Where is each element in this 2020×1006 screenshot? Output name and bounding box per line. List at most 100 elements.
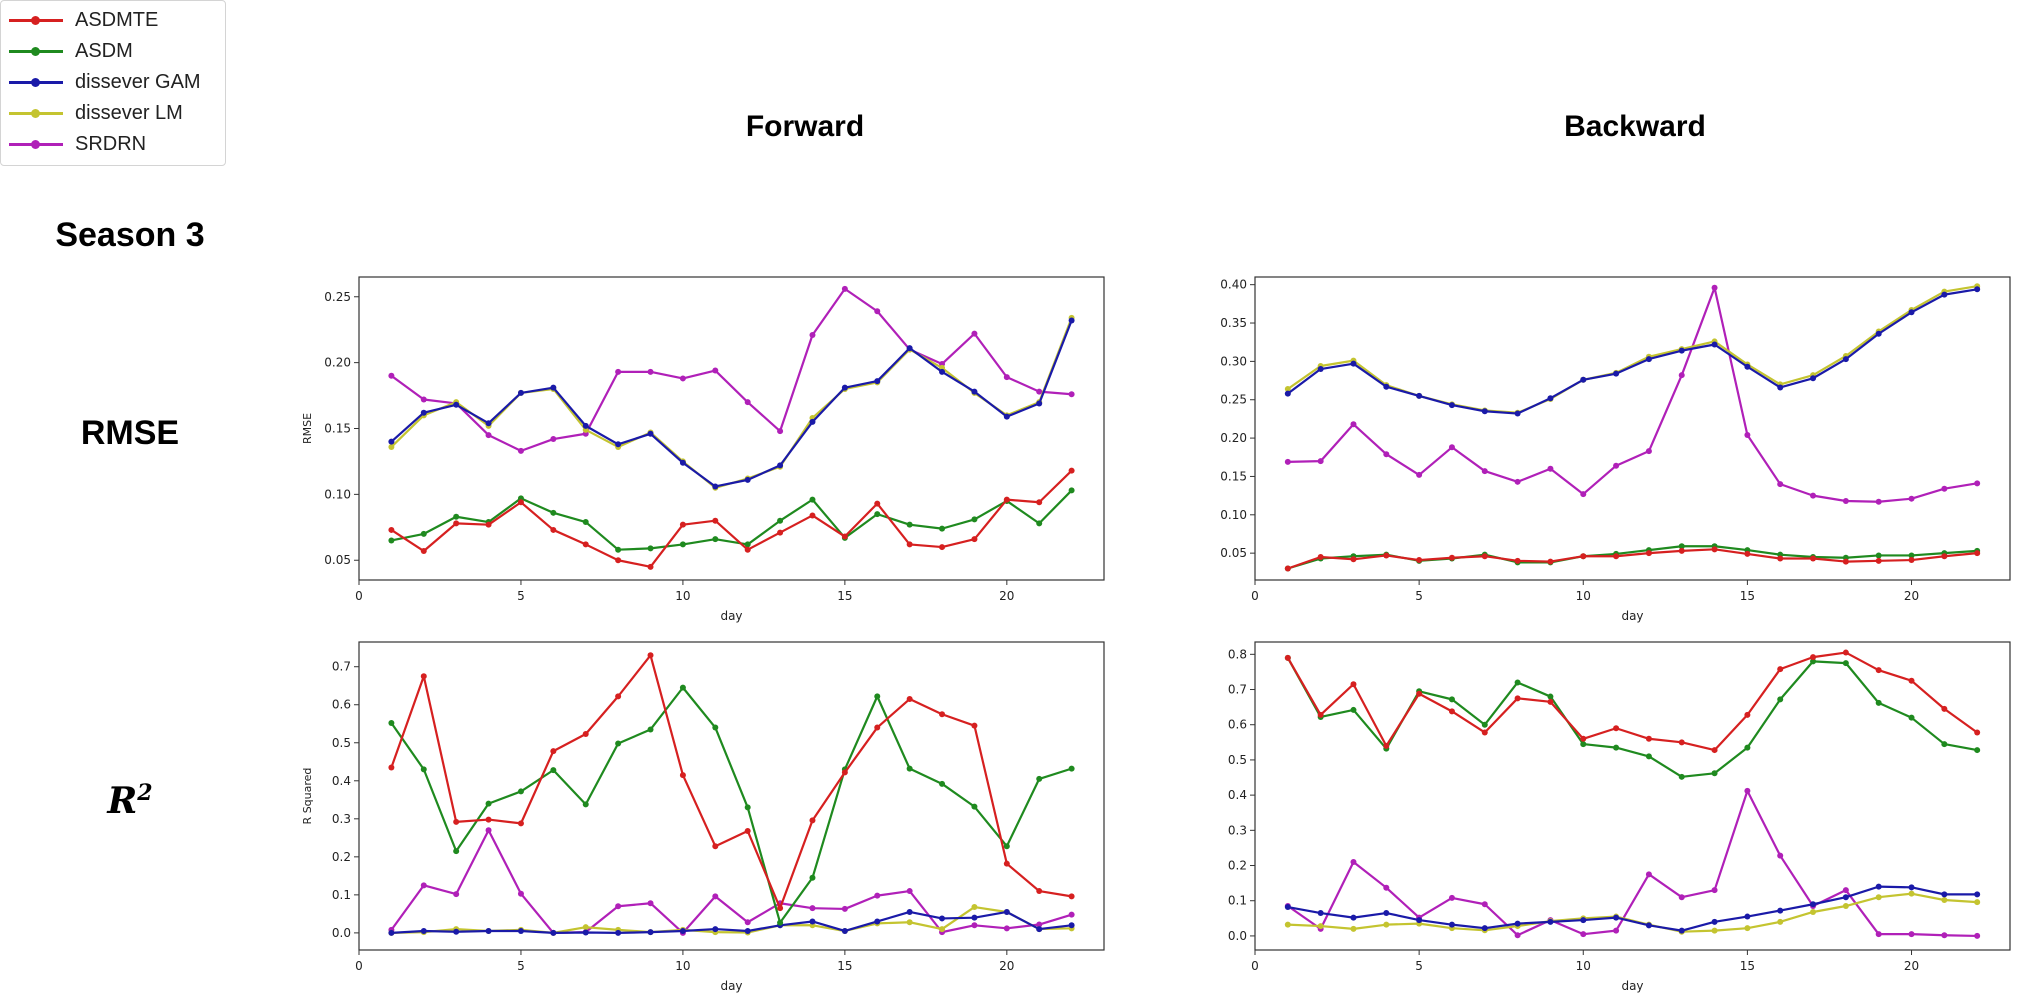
series-dissever-gam-point (485, 420, 492, 427)
row-header-r-squared: R2 (0, 780, 260, 822)
series-dissever-gam-point (453, 928, 460, 935)
y-tick-label: 0.10 (324, 487, 351, 501)
plot-frame (1254, 276, 2011, 581)
series-dissever-gam-point (485, 927, 492, 934)
series-srdrn-point (1003, 925, 1010, 932)
series-srdrn-point (1744, 787, 1751, 794)
series-asdmte-point (485, 521, 492, 528)
series-asdmte-point (1350, 556, 1357, 563)
series-dissever-gam-point (1711, 918, 1718, 925)
series-asdmte-point (939, 711, 946, 718)
series-asdmte-point (777, 529, 784, 536)
series-dissever-gam-point (582, 422, 589, 429)
legend-marker (31, 78, 40, 87)
series-dissever-gam-point (1547, 918, 1554, 925)
series-asdmte-point (420, 673, 427, 680)
series-srdrn-point (744, 919, 751, 926)
series-srdrn-point (874, 308, 881, 315)
series-asdmte-point (971, 536, 978, 543)
series-srdrn-point (1481, 901, 1488, 908)
series-srdrn-point (1678, 894, 1685, 901)
x-tick-label: 20 (1904, 959, 1919, 973)
series-dissever-gam-point (874, 378, 881, 385)
series-asdmte-point (1350, 681, 1357, 688)
x-tick-label: 15 (837, 959, 852, 973)
x-axis-label: day (1621, 609, 1643, 623)
series-srdrn-line (1287, 789, 1978, 938)
series-asdmte-point (1514, 695, 1521, 702)
series-dissever-gam-point (712, 483, 719, 490)
series-dissever-lm-point (971, 904, 978, 911)
series-asdmte-point (1481, 729, 1488, 736)
series-srdrn-line (390, 287, 1072, 452)
chart-r2-forward: 0 5 10 15 20 0.0 0.1 0.2 0.3 0.4 0.5 0.6 0.7 day R Squ… (301, 641, 1105, 993)
series-srdrn-point (1941, 932, 1948, 939)
series-dissever-gam-point (1908, 884, 1915, 891)
series-asdm-point (906, 521, 913, 528)
series-asdm-point (939, 525, 946, 532)
series-dissever-gam-point (550, 929, 557, 936)
series-asdmte-point (1974, 550, 1981, 557)
series-asdmte-point (841, 769, 848, 776)
series-srdrn-point (517, 447, 524, 454)
series-srdrn-point (1317, 458, 1324, 465)
series-asdm-point (1875, 699, 1882, 706)
x-tick-label: 15 (1740, 589, 1755, 603)
y-tick-label: 0.5 (1228, 753, 1247, 767)
series-dissever-gam-point (1941, 291, 1948, 298)
series-asdm-point (777, 919, 784, 926)
series-dissever-gam-point (1068, 922, 1075, 929)
series-asdmte-point (1908, 557, 1915, 564)
series-asdm-point (388, 719, 395, 726)
series-dissever-gam-point (1416, 917, 1423, 924)
series-asdm-point (1645, 753, 1652, 760)
series-dissever-gam-point (517, 927, 524, 934)
series-asdmte-point (420, 548, 427, 555)
y-tick-label: 0.3 (1228, 823, 1247, 837)
series-dissever-gam-point (1908, 309, 1915, 316)
x-tick-label: 5 (1415, 589, 1423, 603)
series-asdm-point (453, 513, 460, 520)
series-asdmte-point (615, 693, 622, 700)
series-asdm-point (1547, 693, 1554, 700)
legend-item-asdm: ASDM (7, 38, 222, 64)
series-asdm-point (1941, 741, 1948, 748)
series-asdmte-point (1842, 558, 1849, 565)
series-asdm-point (1003, 843, 1010, 850)
series-dissever-gam-point (1448, 921, 1455, 928)
series-asdmte-point (1580, 553, 1587, 560)
series-dissever-gam-point (1711, 341, 1718, 348)
series-dissever-gam-point (1416, 392, 1423, 399)
series-asdm-point (874, 693, 881, 700)
series-srdrn-point (1481, 468, 1488, 475)
series-asdm-point (712, 536, 719, 543)
series-asdmte-point (1842, 649, 1849, 656)
y-tick-label: 0.3 (332, 812, 351, 826)
series-srdrn-point (971, 922, 978, 929)
series-srdrn-point (841, 285, 848, 292)
series-asdm-point (1875, 552, 1882, 559)
series-asdmte-point (1777, 666, 1784, 673)
series-srdrn-line (390, 829, 1072, 934)
series-dissever-lm-point (1810, 908, 1817, 915)
series-srdrn-point (1036, 921, 1043, 928)
series-asdm-point (1810, 658, 1817, 665)
series-asdmte-point (1003, 496, 1010, 503)
y-axis-label: R Squared (301, 768, 314, 825)
series-dissever-gam-point (1842, 356, 1849, 363)
series-srdrn-point (1068, 911, 1075, 918)
series-asdm-point (1678, 773, 1685, 780)
series-asdm-point (971, 803, 978, 810)
y-tick-label: 0.15 (1220, 469, 1247, 483)
x-tick-label: 0 (355, 959, 363, 973)
series-dissever-gam-point (971, 914, 978, 921)
series-dissever-lm-point (1875, 894, 1882, 901)
series-asdmte-point (1744, 550, 1751, 557)
series-asdm-point (744, 804, 751, 811)
y-tick-label: 0.8 (1228, 647, 1247, 661)
series-srdrn-point (679, 375, 686, 382)
series-asdmte-point (712, 517, 719, 524)
series-srdrn-point (1416, 471, 1423, 478)
legend-marker (31, 16, 40, 25)
x-tick-label: 10 (675, 589, 690, 603)
